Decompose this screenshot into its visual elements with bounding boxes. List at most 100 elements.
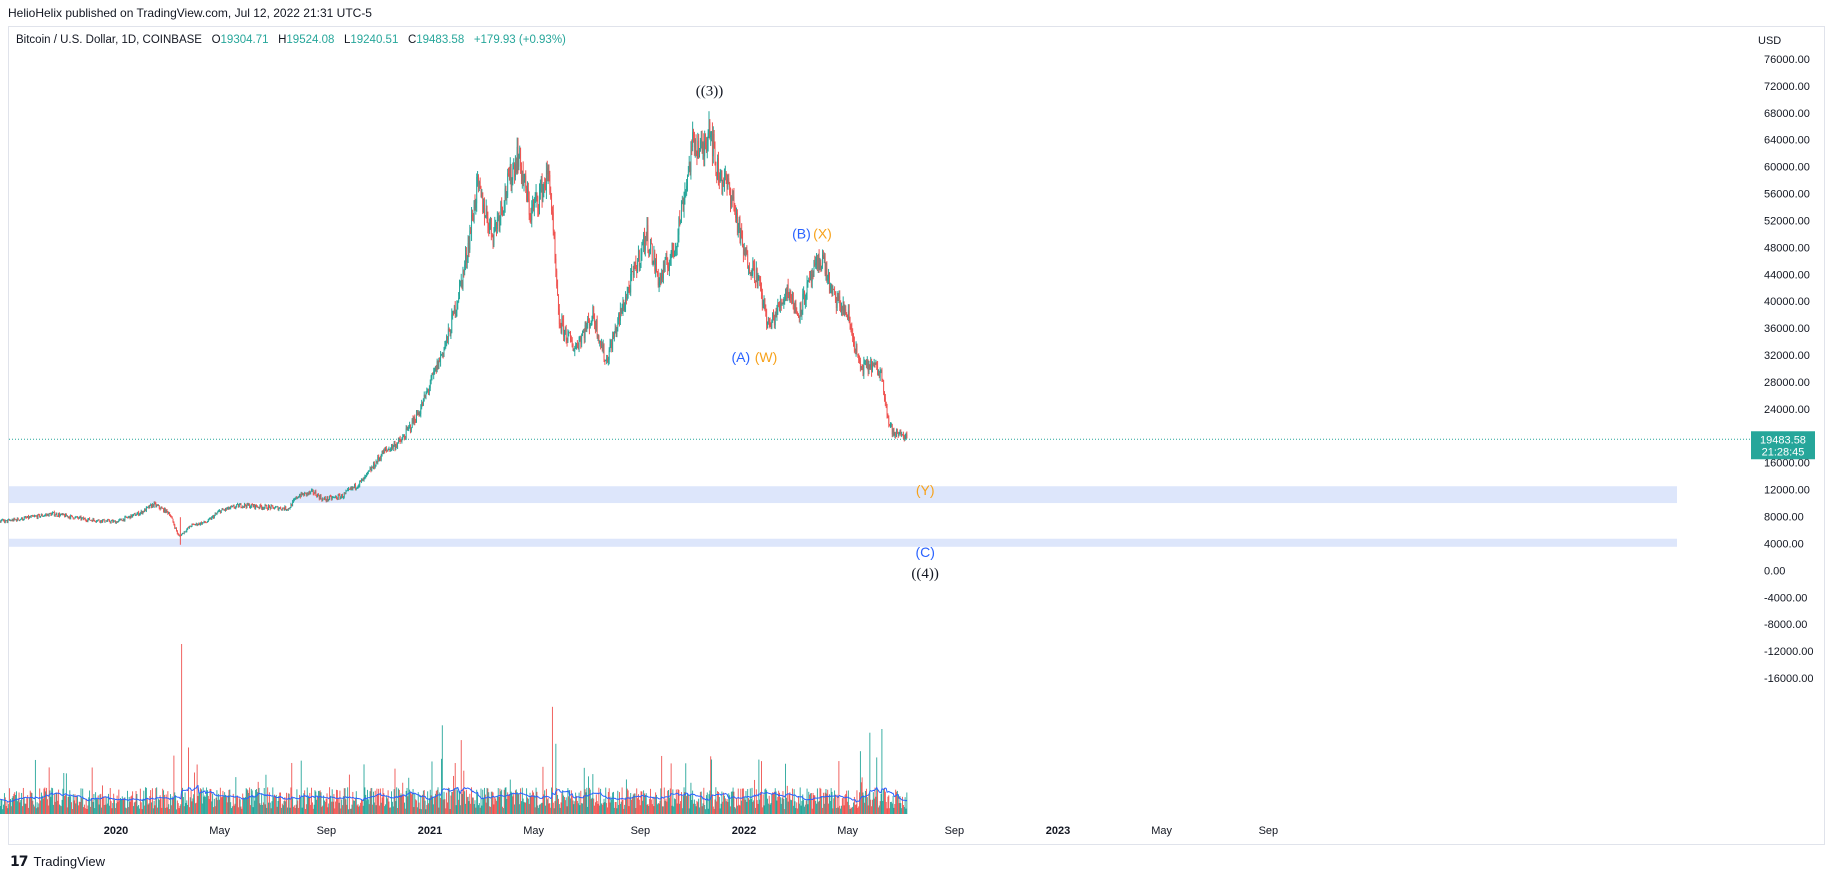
volume-bar [665,798,667,814]
volume-bar [224,792,226,814]
volume-bar [615,801,617,814]
candle-body [883,381,885,392]
volume-bar [337,797,339,814]
candle-body [394,443,396,449]
volume-bar [725,801,727,814]
candle-body [8,519,10,521]
volume-bar [771,794,773,814]
chart-frame[interactable] [8,26,1825,845]
volume-bar [535,787,537,814]
candle-body [750,273,752,275]
volume-bar [799,787,801,814]
candle-body [799,302,801,318]
volume-bar [434,793,436,814]
candle-body [167,511,169,514]
candle-body [268,505,270,507]
price-axis[interactable]: 76000.0072000.0068000.0064000.0060000.00… [1764,54,1814,685]
candle-body [755,280,756,282]
volume-bar [691,800,693,814]
volume-bar [627,790,629,814]
candle-body [207,519,209,522]
candle-body [244,503,246,506]
volume-bar [570,790,572,814]
candle-body [673,249,675,257]
volume-bar [751,787,753,814]
volume-bar [137,806,139,814]
volume-bar [902,805,904,814]
volume-bar [527,797,528,814]
candle-body [624,306,626,311]
volume-bar [732,787,734,814]
candle-body [273,507,275,510]
volume-bar [881,729,883,814]
candle-body [670,251,672,259]
candle-body [364,476,366,478]
candle-body [642,244,644,246]
candle-body [509,164,511,180]
candle-body [468,242,470,250]
candle-body [611,343,613,350]
candle-body [553,230,555,238]
candle-body [233,505,235,508]
volume-bar [878,805,880,814]
candle-body [532,204,534,207]
volume-bar [56,792,58,814]
candle-body [27,516,29,518]
candle-body [772,312,774,321]
volume-bar [702,803,704,814]
volume-bar [222,790,224,814]
candle-body [41,514,42,517]
symbol-name[interactable]: Bitcoin / U.S. Dollar, 1D, COINBASE [16,34,202,46]
candle-body [545,170,547,191]
candle-body [697,140,699,159]
candle-body [713,134,715,148]
candle-body [855,346,857,352]
candle-body [413,417,415,423]
volume-bar [632,794,634,814]
tradingview-brand[interactable]: 𝟭𝟳 TradingView [10,853,105,870]
candle-body [602,345,604,352]
candle-body [138,512,140,516]
volume-bar [314,790,316,814]
volume-bar [447,802,448,814]
volume-bar [473,804,475,814]
candle-body [309,491,311,494]
volume-bar [706,792,708,814]
volume-bar [576,800,578,814]
volume-bar [647,804,649,814]
volume-bar [582,795,584,814]
volume-bar [350,808,352,814]
candle-body [706,141,708,151]
time-axis[interactable]: ep2020MaySep2021MaySep2022MaySep2023MayS… [0,825,1278,837]
volume-bar [667,790,669,814]
candle-body [350,487,352,490]
volume-bar [742,788,743,814]
candle-body [241,507,243,509]
volume-bar [368,804,370,814]
volume-bar [428,803,429,814]
volume-bar [490,791,492,814]
candle-body [897,433,899,436]
volume-bar [141,809,143,814]
candle-body [574,348,576,351]
volume-bar [403,795,405,814]
volume-bar [439,792,441,814]
candle-body [94,520,96,522]
volume-bar [557,794,559,814]
volume-bar [477,793,479,814]
candle-body [416,412,417,423]
volume-bar [796,802,798,814]
volume-bar [136,794,138,814]
volume-moving-average [0,784,908,803]
volume-bar [761,807,763,814]
candle-body [56,513,58,516]
volume-bar [15,795,17,814]
candle-body [295,496,297,499]
candle-body [360,480,361,482]
volume-bar [376,788,378,814]
volume-bar [122,799,124,814]
candle-body [96,520,98,522]
volume-bar [666,801,668,814]
volume-bar [822,792,824,814]
